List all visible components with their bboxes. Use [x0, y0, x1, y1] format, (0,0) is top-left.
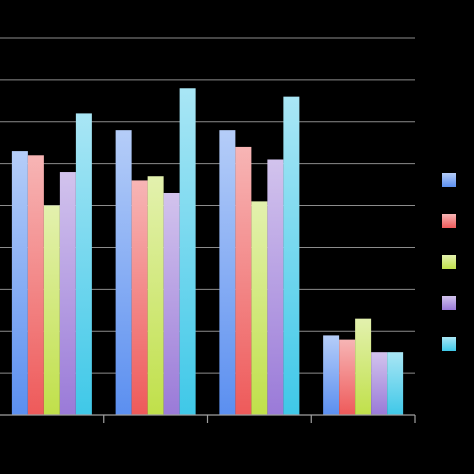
bar	[27, 155, 44, 416]
legend-swatch	[442, 214, 456, 228]
legend-swatch	[442, 173, 456, 187]
bar	[267, 159, 284, 415]
bar	[163, 192, 180, 415]
bar	[11, 151, 28, 415]
bar	[355, 318, 372, 415]
legend-swatch	[442, 296, 456, 310]
legend[interactable]	[442, 173, 456, 351]
x-axis	[0, 414, 416, 423]
bar	[131, 180, 148, 415]
bar	[59, 172, 76, 415]
bar	[147, 176, 164, 415]
bars	[11, 88, 404, 416]
bar	[283, 96, 300, 416]
legend-swatch	[442, 255, 456, 269]
bar	[179, 88, 196, 416]
legend-swatch	[442, 337, 456, 351]
bar	[219, 130, 236, 415]
bar	[371, 352, 388, 415]
bar	[115, 130, 132, 415]
bar	[323, 335, 340, 415]
bar	[75, 113, 92, 416]
bar	[387, 352, 404, 415]
bar	[339, 339, 356, 415]
bar	[235, 146, 252, 415]
bar	[43, 205, 60, 415]
bar	[251, 201, 268, 415]
